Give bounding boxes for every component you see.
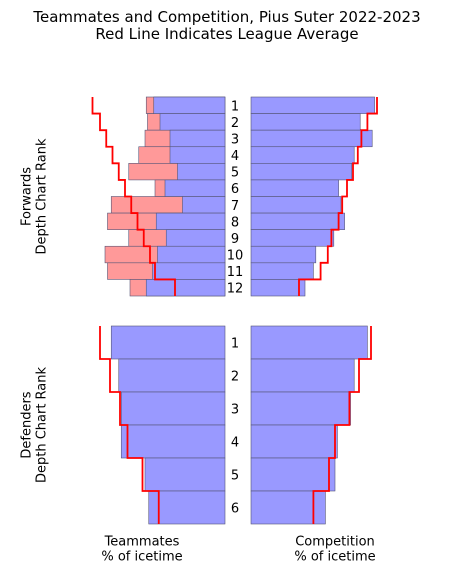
defenders-rank-label: 6 (231, 502, 239, 517)
forwards-rank-label: 5 (231, 166, 239, 181)
forwards-competition-league-line (298, 97, 378, 296)
forwards-teammate-bar (182, 196, 226, 214)
forwards-competition-bar (250, 212, 345, 230)
chart-title: Teammates and Competition, Pius Suter 20… (32, 8, 420, 26)
forwards-competition-bar (250, 279, 306, 297)
forwards-teammate-bar (145, 279, 226, 297)
forwards-competition-bar (250, 113, 361, 131)
defenders-rank-label: 2 (231, 370, 239, 385)
forwards-competition-bar (250, 196, 342, 214)
forwards-rank-label: 6 (231, 182, 239, 197)
defenders-teammates-league-line (99, 326, 160, 524)
forwards-competition-bar (250, 179, 339, 197)
forwards-rank-label: 10 (227, 249, 244, 264)
forwards-teammate-bar (155, 212, 226, 230)
forwards-competition-bar (250, 129, 373, 148)
forwards-teammate-bar (152, 262, 226, 280)
defenders-teammate-bar (118, 358, 226, 393)
defenders-teammate-bar (110, 325, 226, 360)
defenders-rank-label: 5 (231, 469, 239, 484)
defenders-teammate-bar (120, 391, 226, 426)
forwards-teammate-bar (165, 229, 226, 247)
forwards-competition-bar (250, 146, 355, 164)
forwards-rank-label: 8 (231, 215, 239, 230)
forwards-teammate-bar (157, 245, 226, 264)
forwards-rank-label: 11 (227, 265, 244, 280)
forwards-rank-label: 9 (231, 232, 239, 247)
defenders-rank-label: 1 (231, 337, 239, 352)
forwards-rank-label: 7 (231, 199, 239, 214)
forwards-competition-bar (250, 96, 375, 114)
defenders-competition-bar (250, 457, 336, 492)
forwards-competition-bar (250, 229, 335, 247)
defenders-teammate-bar (148, 490, 226, 525)
forwards-ylabel: ForwardsDepth Chart Rank (20, 138, 50, 255)
forwards-competition-bar (250, 163, 353, 181)
forwards-teammate-bar (164, 179, 226, 197)
defenders-ylabel: DefendersDepth Chart Rank (20, 367, 50, 484)
forwards-rank-label: 2 (231, 116, 239, 131)
defenders-teammate-bar (144, 457, 226, 492)
forwards-competition-bar (250, 262, 314, 280)
forwards-rank-label: 12 (227, 282, 244, 297)
forwards-teammate-bar (169, 129, 226, 148)
forwards-teammates-league-line (91, 97, 176, 296)
forwards-rank-label: 1 (231, 99, 239, 114)
defenders-competition-league-line (312, 326, 372, 524)
forwards-teammate-bar (159, 113, 226, 131)
forwards-teammate-bar (153, 96, 226, 114)
defenders-competition-bar (250, 391, 351, 426)
defenders-rank-label: 4 (231, 436, 239, 451)
forwards-teammate-bar (169, 146, 226, 164)
defenders-competition-bar (250, 424, 338, 459)
forwards-competition-bar (250, 245, 317, 264)
forwards-rank-label: 3 (231, 132, 239, 147)
competition-xlabel: Competition% of icetime (294, 535, 375, 565)
defenders-competition-bar (250, 358, 355, 393)
defenders-rank-label: 3 (231, 403, 239, 418)
chart-subtitle: Red Line Indicates League Average (95, 25, 358, 43)
forwards-teammate-bar (177, 163, 226, 181)
forwards-rank-label: 4 (231, 149, 239, 164)
defenders-competition-bar (250, 325, 368, 360)
teammates-xlabel: Teammates% of icetime (101, 535, 182, 565)
defenders-teammate-bar (120, 424, 226, 459)
